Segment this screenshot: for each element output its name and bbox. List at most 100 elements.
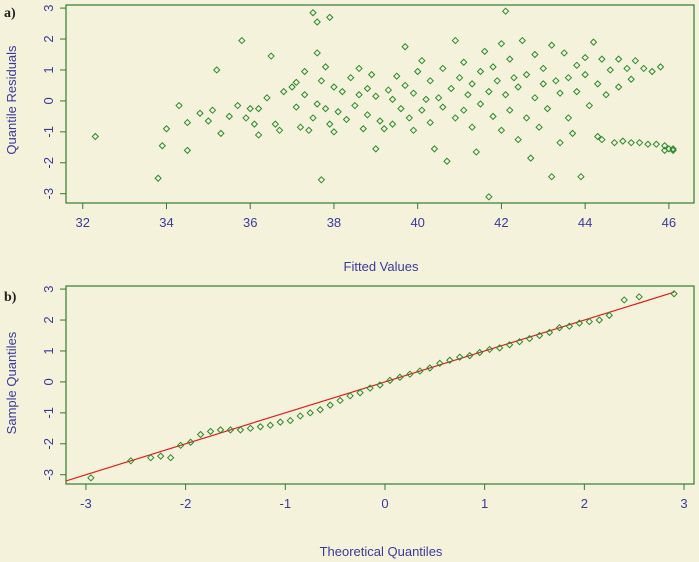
panel-a-points (91, 7, 677, 201)
x-tick-label: -2 (180, 496, 192, 511)
x-tick-label: 40 (410, 215, 424, 230)
data-point (401, 81, 409, 90)
y-tick-label: -1 (41, 126, 56, 138)
data-point (593, 132, 602, 141)
data-point (480, 47, 489, 56)
data-point (573, 61, 581, 70)
data-point (426, 77, 434, 85)
panel-b-points (87, 290, 678, 482)
data-point (351, 101, 359, 110)
panel-b-y-axis-title: Sample Quantiles (4, 331, 19, 434)
data-point (217, 129, 225, 138)
data-point (356, 389, 364, 397)
y-tick-label: 1 (41, 66, 56, 73)
data-point (598, 135, 606, 144)
data-point (366, 384, 374, 392)
data-point (640, 64, 648, 73)
data-point (316, 406, 324, 414)
data-point (439, 64, 447, 73)
panel-b-label: b) (4, 290, 17, 305)
data-point (355, 64, 363, 73)
data-point (208, 106, 217, 114)
data-point (535, 331, 544, 340)
x-tick-label: 1 (481, 496, 488, 511)
data-point (176, 441, 185, 450)
panel-a-x-ticks: 32 34 36 38 40 42 44 46 (76, 203, 676, 230)
data-point (196, 430, 205, 439)
data-point (256, 423, 265, 431)
data-point (472, 148, 481, 156)
data-point (286, 416, 294, 425)
panel-b-reference-line (65, 291, 675, 482)
data-point (527, 154, 535, 162)
data-point (275, 126, 284, 135)
data-point (388, 95, 397, 104)
data-point (535, 123, 543, 131)
data-point (288, 83, 296, 91)
data-point (292, 78, 300, 87)
panel-b-qq-plot: b) Sample Quantiles Theoretical Quantile… (4, 285, 695, 559)
data-point (573, 87, 581, 96)
x-tick-label: 36 (243, 215, 257, 230)
y-tick-label: -2 (41, 438, 56, 450)
panel-b-plot-frame (65, 285, 695, 485)
y-tick-label: -1 (41, 407, 56, 419)
data-point (313, 100, 321, 108)
data-point (585, 101, 594, 110)
data-point (317, 77, 326, 85)
data-point (547, 172, 556, 181)
data-point (556, 138, 564, 147)
data-point (342, 115, 351, 124)
data-point (460, 58, 468, 66)
data-point (306, 409, 314, 417)
data-point (266, 421, 275, 429)
data-point (447, 84, 455, 93)
data-point (355, 91, 363, 99)
x-tick-label: 2 (581, 496, 588, 511)
data-point (598, 55, 606, 63)
data-point (514, 135, 522, 144)
data-point (127, 457, 135, 465)
y-tick-label: 0 (41, 97, 56, 104)
data-point (267, 52, 275, 60)
data-point (204, 117, 213, 125)
data-point (393, 72, 401, 80)
data-point (619, 137, 627, 145)
data-point (515, 337, 524, 346)
data-point (545, 328, 554, 337)
data-point (279, 87, 288, 96)
data-point (436, 359, 444, 368)
data-point (531, 50, 539, 59)
data-point (635, 138, 644, 147)
data-point (401, 43, 409, 51)
data-point (430, 145, 439, 153)
data-point (418, 56, 426, 65)
data-point (296, 412, 304, 420)
y-tick-label: 3 (41, 4, 56, 11)
data-point (539, 64, 547, 73)
data-point (670, 290, 678, 298)
data-point (162, 125, 171, 133)
data-point (413, 67, 422, 76)
data-point (380, 125, 388, 133)
data-point (614, 83, 623, 91)
data-point (276, 418, 285, 426)
data-point (376, 117, 384, 125)
data-point (213, 66, 221, 74)
data-point (505, 341, 514, 349)
x-tick-label: 44 (578, 215, 592, 230)
data-point (635, 293, 643, 301)
data-point (166, 453, 175, 462)
y-tick-label: -3 (41, 469, 56, 481)
data-point (555, 324, 564, 332)
data-point (396, 373, 404, 381)
data-point (175, 101, 183, 110)
data-point (309, 114, 317, 122)
x-tick-label: -1 (280, 496, 292, 511)
data-point (485, 345, 494, 354)
data-point (363, 84, 372, 93)
data-point (464, 91, 472, 99)
data-point (206, 427, 215, 436)
data-point (669, 146, 677, 155)
data-point (321, 104, 330, 113)
